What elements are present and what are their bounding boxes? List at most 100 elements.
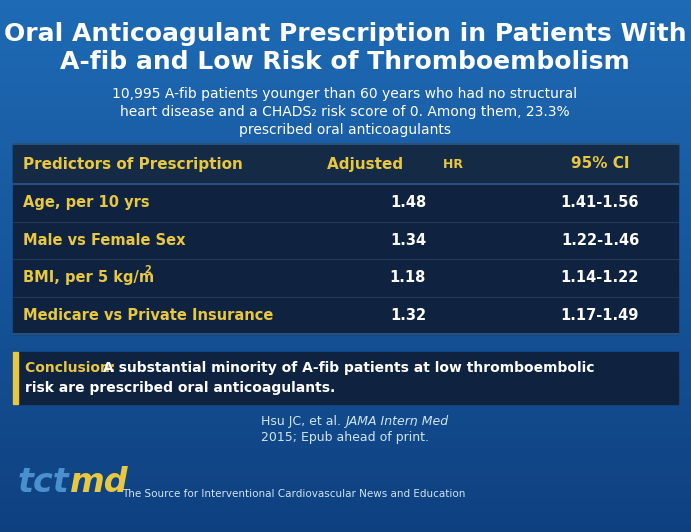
Text: Hsu JC, et al.: Hsu JC, et al.: [261, 415, 345, 428]
Bar: [0, 344, 691, 345]
Bar: [0, 142, 691, 143]
Bar: [0, 194, 691, 195]
Bar: [0, 319, 691, 320]
Bar: [0, 426, 691, 427]
Bar: [0, 210, 691, 211]
Bar: [0, 147, 691, 148]
Bar: [0, 415, 691, 416]
Bar: [0, 29, 691, 30]
Bar: [0, 202, 691, 203]
Bar: [0, 268, 691, 269]
Bar: [0, 64, 691, 65]
Bar: [0, 417, 691, 418]
Bar: [0, 59, 691, 60]
Bar: [0, 214, 691, 215]
Bar: [0, 228, 691, 229]
Bar: [0, 204, 691, 205]
Bar: [0, 345, 691, 346]
Bar: [0, 448, 691, 449]
Bar: [0, 44, 691, 45]
Bar: [0, 170, 691, 171]
Bar: [0, 422, 691, 423]
Bar: [0, 54, 691, 55]
Bar: [0, 450, 691, 451]
Bar: [0, 122, 691, 123]
Bar: [0, 262, 691, 263]
Bar: [0, 163, 691, 164]
Bar: [0, 449, 691, 450]
Bar: [0, 477, 691, 478]
Bar: [0, 238, 691, 239]
Bar: [0, 116, 691, 117]
Bar: [0, 489, 691, 490]
Bar: [0, 63, 691, 64]
Bar: [0, 368, 691, 369]
Bar: [0, 531, 691, 532]
Bar: [0, 69, 691, 70]
Bar: [0, 486, 691, 487]
Bar: [0, 47, 691, 48]
Bar: [0, 117, 691, 118]
Bar: [0, 38, 691, 39]
Bar: [0, 289, 691, 290]
Bar: [0, 359, 691, 360]
Bar: [0, 280, 691, 281]
Bar: [0, 283, 691, 284]
Bar: [0, 487, 691, 488]
Bar: [0, 155, 691, 156]
Bar: [0, 79, 691, 80]
Bar: [0, 461, 691, 462]
Bar: [0, 185, 691, 186]
Bar: [0, 414, 691, 415]
Bar: [0, 311, 691, 312]
Bar: [0, 4, 691, 5]
Bar: [0, 85, 691, 86]
Bar: [0, 502, 691, 503]
Bar: [0, 310, 691, 311]
Bar: [0, 276, 691, 277]
Text: Medicare vs Private Insurance: Medicare vs Private Insurance: [23, 307, 274, 323]
Bar: [0, 375, 691, 376]
Bar: [0, 183, 691, 184]
Bar: [0, 424, 691, 425]
Bar: [0, 496, 691, 497]
Bar: [0, 89, 691, 90]
Bar: [0, 60, 691, 61]
Bar: [0, 129, 691, 130]
Bar: [0, 399, 691, 400]
Bar: [0, 240, 691, 241]
Bar: [0, 439, 691, 440]
Bar: [0, 148, 691, 149]
Bar: [0, 336, 691, 337]
Bar: [0, 249, 691, 250]
Bar: [0, 42, 691, 43]
Bar: [0, 411, 691, 412]
Bar: [0, 308, 691, 309]
Bar: [0, 396, 691, 397]
Bar: [0, 388, 691, 389]
Bar: [0, 135, 691, 136]
Bar: [0, 243, 691, 244]
Bar: [0, 446, 691, 447]
Bar: [0, 90, 691, 91]
Bar: [0, 3, 691, 4]
Bar: [0, 406, 691, 407]
Bar: [0, 482, 691, 483]
Bar: [0, 318, 691, 319]
Bar: [0, 378, 691, 379]
Bar: [0, 333, 691, 334]
Bar: [0, 80, 691, 81]
Bar: [0, 87, 691, 88]
Bar: [0, 32, 691, 33]
Bar: [0, 186, 691, 187]
Bar: [0, 56, 691, 57]
Bar: [0, 370, 691, 371]
Text: The Source for Interventional Cardiovascular News and Education: The Source for Interventional Cardiovasc…: [122, 489, 465, 499]
Bar: [0, 0, 691, 1]
Bar: [0, 526, 691, 527]
Bar: [0, 206, 691, 207]
Bar: [0, 387, 691, 388]
Bar: [0, 98, 691, 99]
Bar: [0, 376, 691, 377]
Bar: [0, 92, 691, 93]
